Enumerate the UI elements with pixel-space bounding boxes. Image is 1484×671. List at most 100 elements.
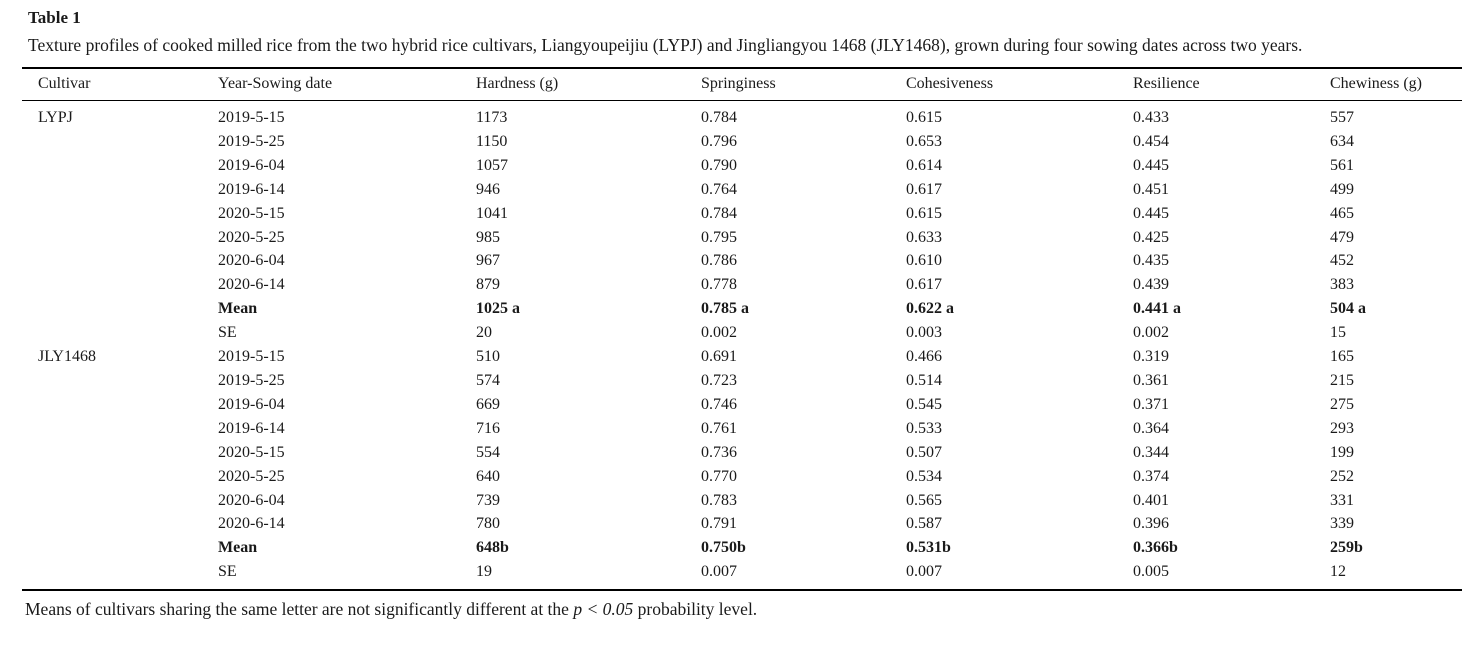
table-row: 2020-5-25 640 0.770 0.534 0.374 252: [22, 465, 1462, 489]
cell-resilience: 0.445: [1133, 204, 1169, 222]
footnote-text: probability level.: [633, 599, 758, 620]
cell-springiness: 0.796: [701, 132, 737, 150]
cell-cultivar: [22, 369, 218, 393]
table-row: SE 20 0.002 0.003 0.002 15: [22, 321, 1462, 345]
cell-date: 2019-6-04: [218, 395, 285, 413]
cell-cohesiveness: 0.003: [906, 324, 942, 342]
cell-date: 2020-6-14: [218, 515, 285, 533]
cell-cultivar: [22, 273, 218, 297]
cell-cultivar: [22, 489, 218, 513]
cell-date: 2020-6-14: [218, 276, 285, 294]
cell-hardness: 985: [476, 228, 500, 246]
table-row: 2019-6-04 1057 0.790 0.614 0.445 561: [22, 154, 1462, 178]
cell-springiness: 0.785 a: [701, 300, 749, 318]
cell-cohesiveness: 0.653: [906, 132, 942, 150]
cell-cultivar: [22, 297, 218, 321]
cell-chewiness: 199: [1330, 443, 1354, 461]
cell-cultivar: LYPJ: [38, 109, 73, 126]
cell-springiness: 0.764: [701, 180, 737, 198]
cell-cultivar: [22, 130, 218, 154]
cell-hardness: 879: [476, 276, 500, 294]
cell-cohesiveness: 0.615: [906, 109, 942, 126]
cell-chewiness: 499: [1330, 180, 1354, 198]
cell-hardness: 554: [476, 443, 500, 461]
column-header-cohesiveness: Cohesiveness: [906, 68, 1133, 101]
table-row: 2020-5-15 1041 0.784 0.615 0.445 465: [22, 202, 1462, 226]
cell-date: Mean: [218, 539, 258, 557]
cell-hardness: 780: [476, 515, 500, 533]
cell-chewiness: 383: [1330, 276, 1354, 294]
cell-resilience: 0.433: [1133, 109, 1169, 126]
cell-cultivar: [22, 202, 218, 226]
table-header-row: Cultivar Year-Sowing date Hardness (g) S…: [22, 68, 1462, 101]
cell-chewiness: 331: [1330, 491, 1354, 509]
cell-resilience: 0.319: [1133, 348, 1169, 366]
cell-hardness: 1057: [476, 156, 508, 174]
cell-cohesiveness: 0.615: [906, 204, 942, 222]
table-caption: Texture profiles of cooked milled rice f…: [28, 35, 1303, 55]
cell-springiness: 0.750b: [701, 539, 746, 557]
cell-hardness: 716: [476, 419, 500, 437]
column-header-cultivar: Cultivar: [22, 68, 218, 101]
cell-resilience: 0.441 a: [1133, 300, 1181, 318]
table-row: 2020-6-04 967 0.786 0.610 0.435 452: [22, 249, 1462, 273]
cell-springiness: 0.002: [701, 324, 737, 342]
cell-resilience: 0.374: [1133, 467, 1169, 485]
cell-resilience: 0.371: [1133, 395, 1169, 413]
cell-hardness: 1025 a: [476, 300, 520, 318]
cell-cohesiveness: 0.534: [906, 467, 942, 485]
cell-cohesiveness: 0.587: [906, 515, 942, 533]
cell-hardness: 739: [476, 491, 500, 509]
cell-date: 2020-5-15: [218, 443, 285, 461]
cell-resilience: 0.401: [1133, 491, 1169, 509]
cell-date: 2019-5-25: [218, 132, 285, 150]
table-footnote: Means of cultivars sharing the same lett…: [25, 599, 1462, 620]
table-row: Mean 648b 0.750b 0.531b 0.366b 259b: [22, 536, 1462, 560]
footnote-text: Means of cultivars sharing the same lett…: [25, 599, 574, 620]
cell-cohesiveness: 0.466: [906, 348, 942, 366]
cell-chewiness: 561: [1330, 156, 1354, 174]
cell-springiness: 0.790: [701, 156, 737, 174]
cell-resilience: 0.451: [1133, 180, 1169, 198]
cell-resilience: 0.002: [1133, 324, 1169, 342]
cell-resilience: 0.344: [1133, 443, 1169, 461]
cell-date: 2019-5-15: [218, 348, 285, 366]
cell-chewiness: 165: [1330, 348, 1354, 366]
table-row: 2019-6-04 669 0.746 0.545 0.371 275: [22, 393, 1462, 417]
cell-springiness: 0.786: [701, 252, 737, 270]
cell-chewiness: 504 a: [1330, 300, 1366, 318]
cell-cohesiveness: 0.565: [906, 491, 942, 509]
cell-springiness: 0.791: [701, 515, 737, 533]
table-row: SE 19 0.007 0.007 0.005 12: [22, 560, 1462, 590]
cell-date: 2020-5-25: [218, 228, 285, 246]
cell-chewiness: 479: [1330, 228, 1354, 246]
cell-cohesiveness: 0.617: [906, 180, 942, 198]
paper-table-page: Table 1 Texture profiles of cooked mille…: [22, 8, 1462, 620]
cell-resilience: 0.425: [1133, 228, 1169, 246]
table-row: 2020-5-15 554 0.736 0.507 0.344 199: [22, 441, 1462, 465]
table-row: 2020-5-25 985 0.795 0.633 0.425 479: [22, 226, 1462, 250]
cell-chewiness: 465: [1330, 204, 1354, 222]
cell-date: 2020-6-04: [218, 252, 285, 270]
table-row: 2019-6-14 716 0.761 0.533 0.364 293: [22, 417, 1462, 441]
cell-springiness: 0.778: [701, 276, 737, 294]
cell-chewiness: 452: [1330, 252, 1354, 270]
cell-cohesiveness: 0.610: [906, 252, 942, 270]
cell-cultivar: [22, 536, 218, 560]
cell-springiness: 0.007: [701, 563, 737, 581]
cell-hardness: 19: [476, 563, 492, 581]
cell-chewiness: 15: [1330, 324, 1346, 342]
cell-resilience: 0.445: [1133, 156, 1169, 174]
cell-cultivar: [22, 560, 218, 590]
cell-cultivar: [22, 154, 218, 178]
cell-resilience: 0.366b: [1133, 539, 1178, 557]
cell-date: 2019-5-25: [218, 371, 285, 389]
table-label: Table 1: [28, 8, 81, 27]
cell-springiness: 0.784: [701, 109, 737, 126]
cell-date: Mean: [218, 300, 258, 318]
cell-cultivar: [22, 441, 218, 465]
cell-springiness: 0.691: [701, 348, 737, 366]
cell-hardness: 946: [476, 180, 500, 198]
table-body: LYPJ 2019-5-15 1173 0.784 0.615 0.433 557 2019-…: [22, 101, 1462, 591]
column-header-hardness: Hardness (g): [476, 68, 701, 101]
